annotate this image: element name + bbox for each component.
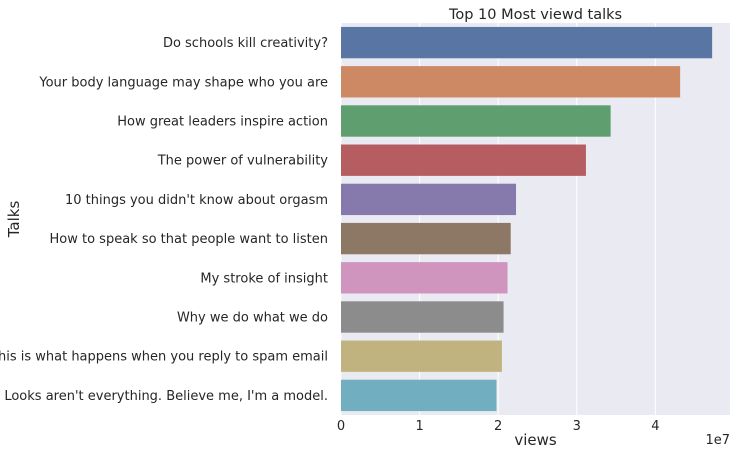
bars — [341, 26, 713, 412]
bar — [341, 144, 586, 176]
x-axis-offset-label: 1e7 — [705, 433, 730, 448]
bar — [341, 66, 681, 98]
bar — [341, 340, 502, 372]
x-tick-label: 2 — [494, 419, 502, 434]
x-axis-label: views — [514, 431, 557, 449]
x-tick-label: 4 — [651, 419, 659, 434]
x-tick-label: 1 — [415, 419, 423, 434]
category-labels: Do schools kill creativity? Your body lan… — [0, 36, 328, 404]
category-label: This is what happens when you reply to s… — [0, 350, 328, 365]
bar — [341, 183, 517, 216]
bar — [341, 379, 497, 412]
bar — [341, 26, 713, 59]
x-tick-label: 3 — [573, 419, 581, 434]
category-label: The power of vulnerability — [157, 154, 329, 169]
category-label: 10 things you didn't know about orgasm — [65, 193, 328, 208]
bar — [341, 105, 611, 137]
chart-title: Top 10 Most viewd talks — [448, 7, 622, 23]
category-label: How to speak so that people want to list… — [50, 232, 329, 247]
y-axis-label: Talks — [5, 201, 23, 239]
bar — [341, 301, 504, 333]
x-tick-label: 0 — [337, 419, 345, 434]
category-label: Your body language may shape who you are — [38, 75, 328, 90]
bar — [341, 262, 508, 294]
category-label: Why we do what we do — [177, 311, 328, 326]
category-label: How great leaders inspire action — [117, 115, 328, 130]
category-label: My stroke of insight — [200, 271, 328, 286]
category-label: Looks aren't everything. Believe me, I'm… — [4, 389, 328, 404]
bar — [341, 222, 511, 255]
x-tick-labels: 0 1 2 3 4 — [337, 419, 660, 434]
category-label: Do schools kill creativity? — [163, 36, 328, 51]
